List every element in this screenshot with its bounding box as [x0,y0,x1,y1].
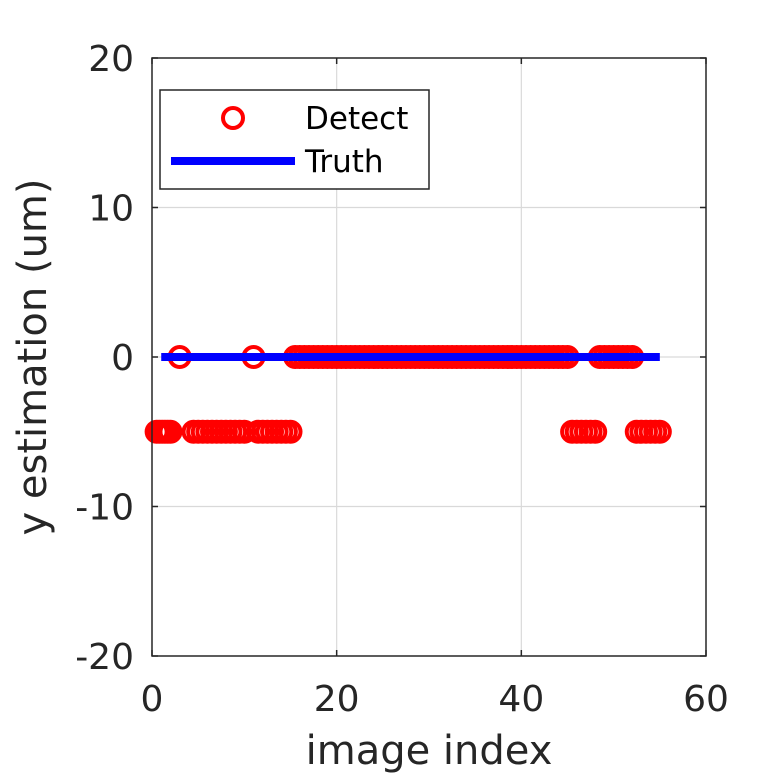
x-axis-label: image index [306,728,553,774]
detect-point [647,419,672,444]
y-tick-label: -20 [75,637,134,678]
x-tick-label: 0 [141,679,164,720]
x-tick-label: 40 [498,679,544,720]
x-tick-label: 20 [314,679,360,720]
detect-point [158,419,183,444]
y-tick-label: 20 [88,39,134,80]
legend: Detect Truth [159,89,430,190]
legend-detect-label: Detect [305,101,408,137]
legend-detect-marker [221,106,245,130]
legend-truth-label: Truth [304,144,384,180]
y-tick-label: -10 [75,488,134,529]
y-tick-label: 0 [111,338,134,379]
detect-point [583,419,608,444]
y-tick-label: 10 [88,189,134,230]
series-layer [144,345,672,444]
tick-layer: 0 20 40 60 -20 -10 0 10 20 [75,39,729,720]
x-tick-label: 60 [683,679,729,720]
y-axis-label: y estimation (um) [10,179,56,536]
detect-point [278,419,303,444]
legend-box [159,89,430,190]
